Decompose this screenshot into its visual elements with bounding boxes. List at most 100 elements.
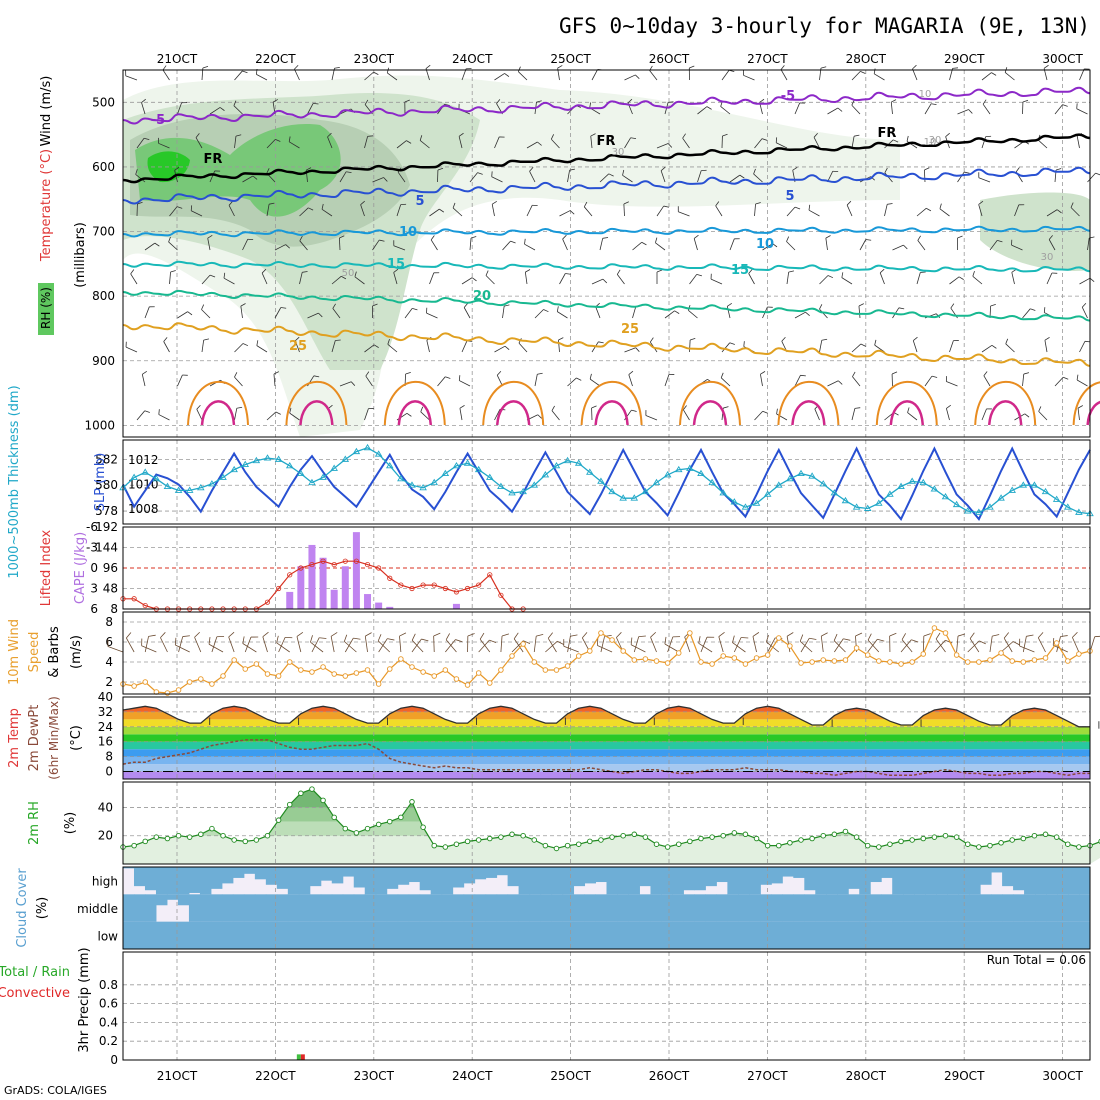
cloud-bar-high (848, 867, 860, 889)
rh-point (976, 844, 982, 850)
thickness-point (185, 486, 194, 493)
wind-barb-flag (228, 631, 235, 638)
rh-point (798, 837, 804, 843)
cloud-bar-middle (419, 894, 432, 922)
wind-tick: 6 (105, 635, 113, 649)
wind-barb-flag (387, 638, 395, 641)
wind-barb (274, 244, 286, 251)
cloud-bar-middle (342, 894, 355, 922)
wind-barb-flag (350, 381, 356, 386)
wind-barb-flag (419, 135, 423, 141)
wind-barb (720, 377, 731, 387)
wind-barb (989, 240, 998, 251)
precip-tick: 0.6 (99, 997, 118, 1011)
rh-point (853, 834, 860, 840)
wind-barb-flag (576, 377, 582, 381)
cloud-bar-high (639, 867, 651, 887)
ylabel-cloud: Cloud Cover (15, 868, 30, 948)
date-label-bottom: 23OCT (354, 1069, 395, 1083)
wind-barb (393, 245, 406, 251)
wind-barb (420, 411, 430, 421)
cloud-bar-high (540, 867, 553, 895)
wind-barb-flag (163, 337, 168, 342)
wind-barb-flag (924, 167, 930, 171)
wind-barb (969, 638, 980, 653)
temp-bands (123, 706, 1090, 779)
wind-speed-point (864, 652, 871, 658)
wind-barb-flag (729, 342, 735, 345)
pressure-tick: 800 (92, 289, 115, 303)
isotherm-35-loop (495, 400, 531, 426)
lifted-index-point (309, 561, 315, 568)
cloud-bar-high (661, 867, 673, 895)
thickness-point (886, 490, 894, 497)
rh-point (509, 831, 515, 838)
rh-point (709, 834, 715, 840)
thickness-point (519, 487, 527, 495)
temp-band (123, 756, 1090, 765)
wind-barb-flag (445, 633, 450, 640)
wind-barb-flag (421, 638, 429, 642)
wind-barb (767, 637, 776, 653)
wind-barb-flag (898, 307, 905, 310)
wind-barb (989, 636, 993, 653)
ylabel-wind-units: (m/s) (69, 635, 84, 669)
rh-legend-swatch (38, 283, 54, 335)
wind-barb-flag (982, 99, 987, 105)
wind-barb (664, 374, 670, 387)
wind-barb (982, 103, 991, 115)
wind-barb (494, 136, 500, 149)
wind-speed-point (709, 661, 715, 667)
wind-barb-flag (458, 132, 464, 137)
wind-barb-flag (195, 133, 200, 138)
wind-barb (1022, 374, 1025, 387)
wind-speed-point (431, 673, 437, 679)
cloud-bar-high (628, 867, 640, 895)
wind-speed-point (175, 687, 182, 693)
wind-barb (364, 136, 368, 149)
wind-barb (1087, 172, 1096, 183)
wind-barb-flag (445, 376, 451, 379)
wind-barb (533, 636, 537, 653)
wind-speed-point (931, 625, 938, 631)
run-total-label: Run Total = 0.06 (987, 953, 1086, 967)
isotherm-label: FR (597, 134, 616, 149)
wind-barb (360, 204, 365, 217)
isotherm-30-loop (383, 380, 446, 426)
wind-barb (923, 169, 926, 183)
ylabel-wind-barbs: & Barbs (47, 626, 62, 678)
wind-speed-point (298, 667, 304, 673)
rh-contour-label: 30 (612, 147, 625, 158)
wind-barb (559, 210, 571, 217)
thickness-point (163, 482, 172, 489)
wind-speed-point (498, 667, 504, 673)
wind-barb-flag (978, 200, 984, 205)
wind-speed-point (1053, 640, 1060, 646)
lifted-index-point (453, 589, 460, 595)
temp-band (123, 749, 1090, 757)
wind-barb (851, 71, 861, 81)
wind-barb (461, 68, 467, 81)
isotherm-15 (122, 260, 1091, 273)
wind-barb-flag (367, 135, 374, 137)
cloud-bar-high (342, 867, 355, 877)
wind-barb-flag (946, 404, 951, 409)
wind-barb (526, 141, 538, 149)
wind-barb (299, 240, 308, 251)
wind-barb (228, 205, 235, 217)
cloud-bar-high (155, 867, 168, 895)
cloud-bar-high (529, 867, 542, 895)
cloud-bar-middle (199, 894, 212, 922)
cloud-bar-middle (672, 894, 684, 922)
wind-barb (762, 243, 773, 251)
wind-barb-flag (364, 99, 369, 105)
wind-barb (396, 204, 402, 217)
date-label-top: 22OCT (255, 52, 296, 66)
wind-barb (633, 636, 640, 653)
rh-point (320, 797, 326, 804)
wind-barb-flag (668, 101, 674, 103)
precip-total-bar (296, 1054, 301, 1060)
wind-barb-flag (425, 64, 431, 69)
rh-point (898, 838, 904, 845)
wind-speed-point (953, 652, 960, 658)
